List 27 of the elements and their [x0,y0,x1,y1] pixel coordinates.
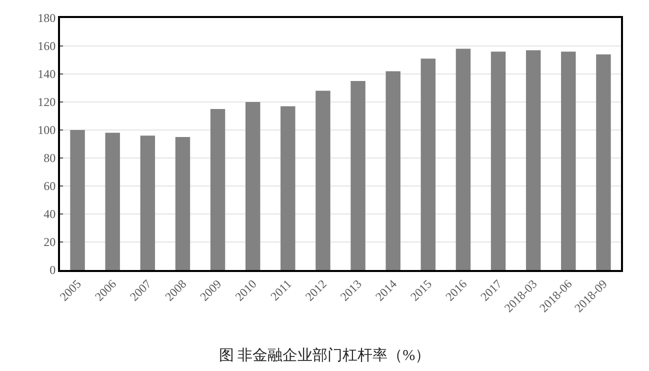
y-tick-label: 40 [44,207,56,222]
y-tick-label: 80 [44,151,56,166]
y-tick-label: 0 [50,263,56,278]
bar [490,52,506,270]
bar [456,48,471,270]
bar [386,71,400,270]
bar [105,132,120,270]
y-tick-label: 60 [44,179,56,194]
bar [596,54,611,270]
bar [245,102,260,270]
y-tick-label: 180 [38,11,56,26]
y-tick-label: 120 [38,95,56,110]
text: 图 非金融企业部门杠杆率（%） [218,346,430,364]
y-tick-label: 100 [38,123,56,138]
y-tick-label: 140 [38,67,56,82]
bar [210,109,226,270]
bar [420,58,436,270]
y-tick-label: 160 [38,39,56,54]
bar [350,81,366,270]
y-tick-label: 20 [44,235,56,250]
bar [280,106,296,270]
bar [316,90,330,270]
bar [526,50,541,270]
bar [175,137,190,270]
bar [70,130,85,270]
bar [561,52,576,270]
bar [140,136,156,270]
